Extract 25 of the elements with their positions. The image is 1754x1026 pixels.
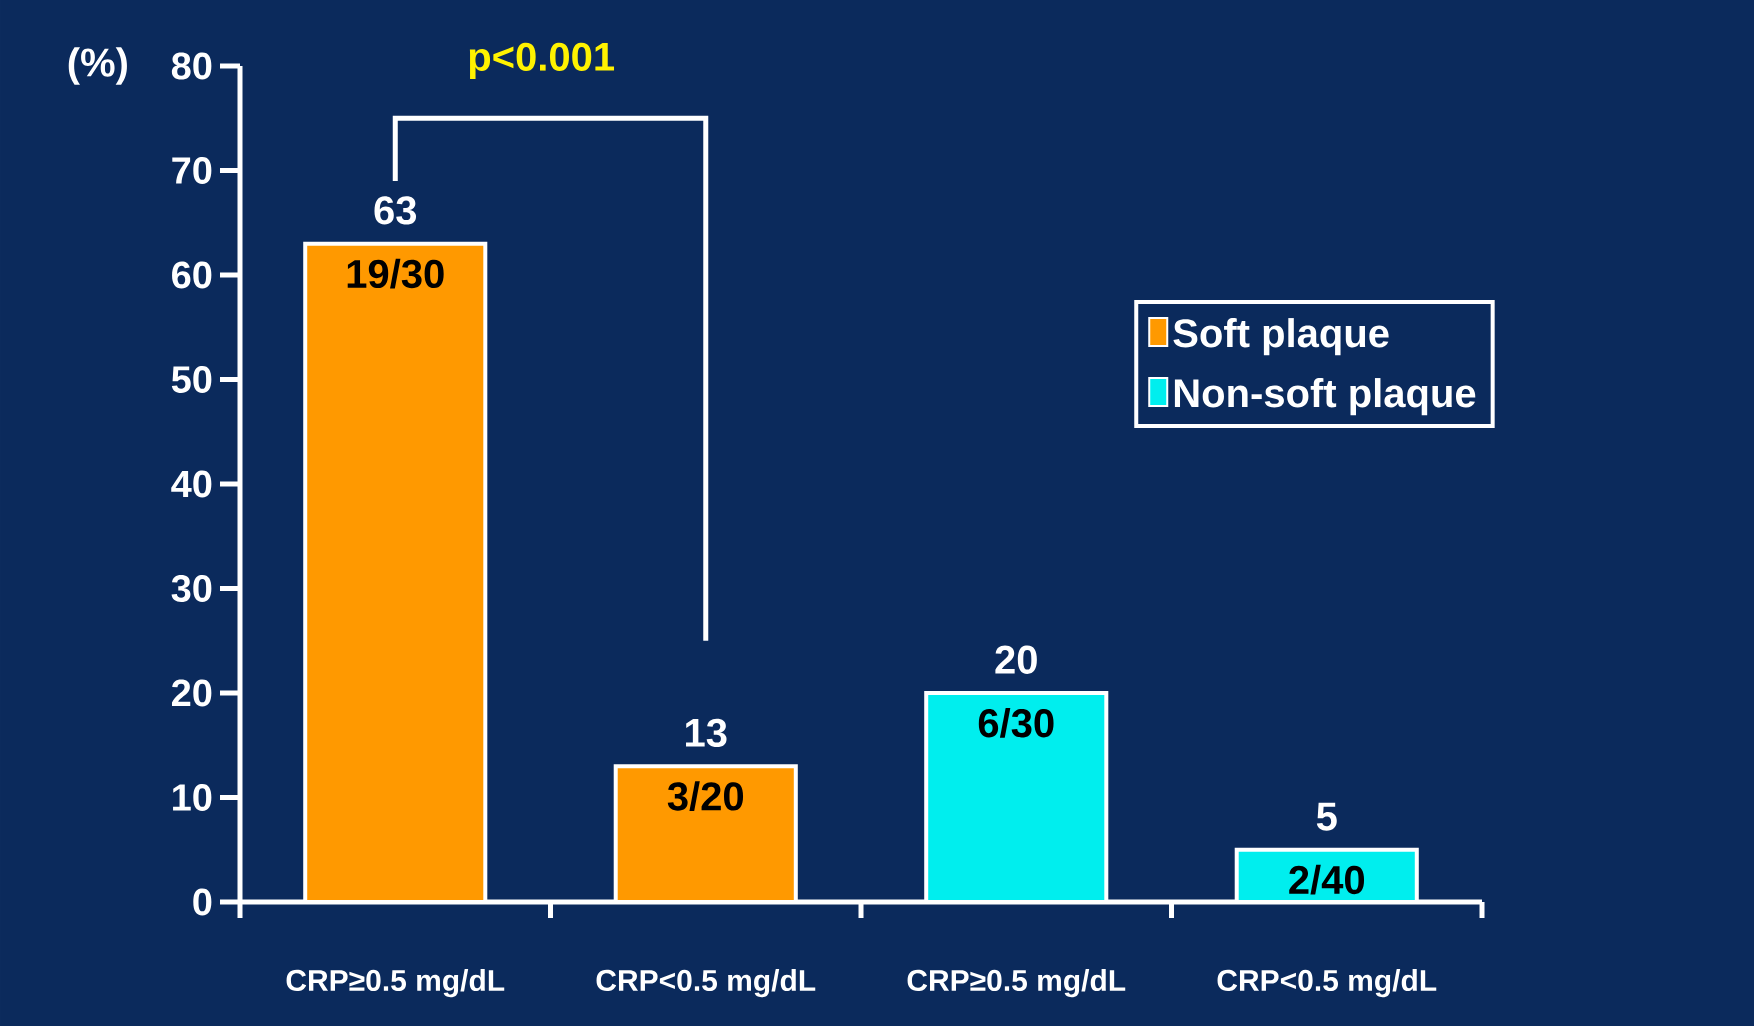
data-label: 63 <box>374 196 417 225</box>
annotation: 6/30 <box>978 708 1054 738</box>
y-tick-label: 40 <box>171 470 212 498</box>
x-tick-label: CRP≥0.5 mg/dL <box>286 969 505 998</box>
data-label: 5 <box>1316 802 1337 831</box>
legend-label: Soft plaque <box>1173 318 1389 356</box>
annotation: 2/40 <box>1289 864 1365 895</box>
y-tick-label: 10 <box>173 784 212 811</box>
data-label: 20 <box>995 645 1037 674</box>
x-tick-label: CRP<0.5 mg/dL <box>596 969 816 998</box>
y-tick-label: 80 <box>171 52 212 80</box>
y-tick-label: 30 <box>171 575 212 602</box>
y-tick-label: 70 <box>172 157 212 184</box>
annotation: 3/20 <box>667 781 744 811</box>
y-tick-label: 50 <box>171 366 212 393</box>
x-tick-label: CRP<0.5 mg/dL <box>1217 969 1437 998</box>
annotation: 19/30 <box>347 258 444 289</box>
annotation: p<0.001 <box>469 42 615 79</box>
y-tick-label: 60 <box>172 261 212 289</box>
y-tick-label: 0 <box>193 888 212 916</box>
y-axis-title: (%) <box>68 47 127 85</box>
x-tick-label: CRP≥0.5 mg/dL <box>907 969 1126 998</box>
y-tick-label: 20 <box>171 679 212 707</box>
legend-label: Non-soft plaque <box>1174 378 1476 416</box>
data-label: 13 <box>686 718 727 748</box>
